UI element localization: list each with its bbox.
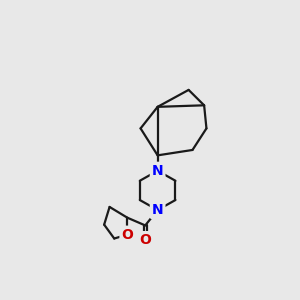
Text: N: N xyxy=(152,203,164,217)
Text: O: O xyxy=(139,233,151,247)
Text: N: N xyxy=(152,164,164,178)
Text: O: O xyxy=(122,228,133,242)
